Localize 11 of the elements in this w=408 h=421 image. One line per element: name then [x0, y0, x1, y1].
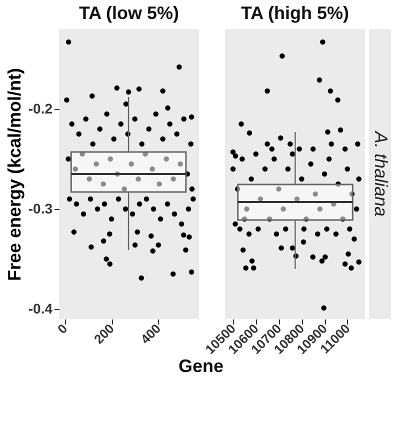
y-axis-title: Free energy (kcal/mol/nt)	[4, 68, 24, 282]
y-tick-label: -0.4	[28, 300, 53, 316]
chart-title: TA (low 5%)	[79, 3, 179, 23]
y-tick-label: -0.3	[28, 200, 53, 216]
x-tick-label: 0	[54, 320, 70, 337]
chart-title: TA (high 5%)	[241, 3, 349, 23]
x-axis-title: Gene	[178, 356, 224, 376]
x-tick-label: 400	[138, 320, 164, 347]
x-tick-label: 200	[90, 320, 117, 347]
y-tick-label: -0.2	[28, 100, 53, 116]
text: A. thaliana	[371, 130, 391, 217]
